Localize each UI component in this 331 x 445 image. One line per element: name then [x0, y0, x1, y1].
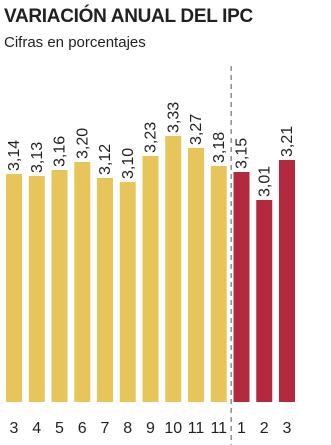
bar-11 [256, 200, 273, 402]
bar-6 [142, 156, 159, 402]
x-tick-label-7: 10 [164, 420, 182, 437]
bar-10 [233, 172, 250, 402]
x-tick-label-9: 11 [210, 420, 227, 437]
x-tick-label-0: 3 [10, 420, 19, 437]
x-tick-label-8: 11 [188, 420, 205, 437]
chart-subtitle: Cifras en porcentajes [4, 34, 146, 51]
value-label-8: 3,27 [188, 114, 205, 145]
value-label-1: 3,13 [29, 142, 46, 173]
value-label-2: 3,16 [52, 136, 69, 167]
x-tick-label-11: 2 [260, 420, 269, 437]
bar-5 [119, 182, 136, 402]
bar-1 [28, 176, 45, 402]
value-label-0: 3,14 [6, 140, 23, 171]
x-tick-label-10: 1 [237, 420, 246, 437]
chart-title: VARIACIÓN ANUAL DEL IPC [4, 6, 253, 27]
bar-7 [165, 136, 182, 402]
x-tick-label-5: 8 [123, 420, 132, 437]
x-tick-label-12: 3 [283, 420, 292, 437]
bar-2 [51, 170, 68, 402]
value-label-6: 3,23 [143, 122, 160, 153]
bar-8 [188, 148, 204, 402]
bar-3 [74, 162, 91, 402]
bar-9 [210, 166, 227, 402]
x-tick-label-4: 7 [101, 420, 110, 437]
x-tick-label-3: 6 [78, 420, 87, 437]
bar-12 [279, 160, 295, 402]
bar-0 [6, 174, 22, 402]
x-tick-label-6: 9 [146, 420, 155, 437]
value-label-9: 3,18 [211, 132, 228, 163]
value-label-7: 3,33 [165, 102, 182, 133]
value-label-5: 3,10 [120, 148, 137, 179]
x-tick-label-2: 5 [55, 420, 64, 437]
bar-4 [97, 178, 113, 402]
value-label-10: 3,15 [234, 138, 251, 169]
value-label-11: 3,01 [256, 166, 273, 197]
value-label-4: 3,12 [97, 144, 114, 175]
x-tick-label-1: 4 [32, 420, 41, 437]
value-label-12: 3,21 [279, 126, 296, 157]
value-label-3: 3,20 [74, 128, 91, 159]
